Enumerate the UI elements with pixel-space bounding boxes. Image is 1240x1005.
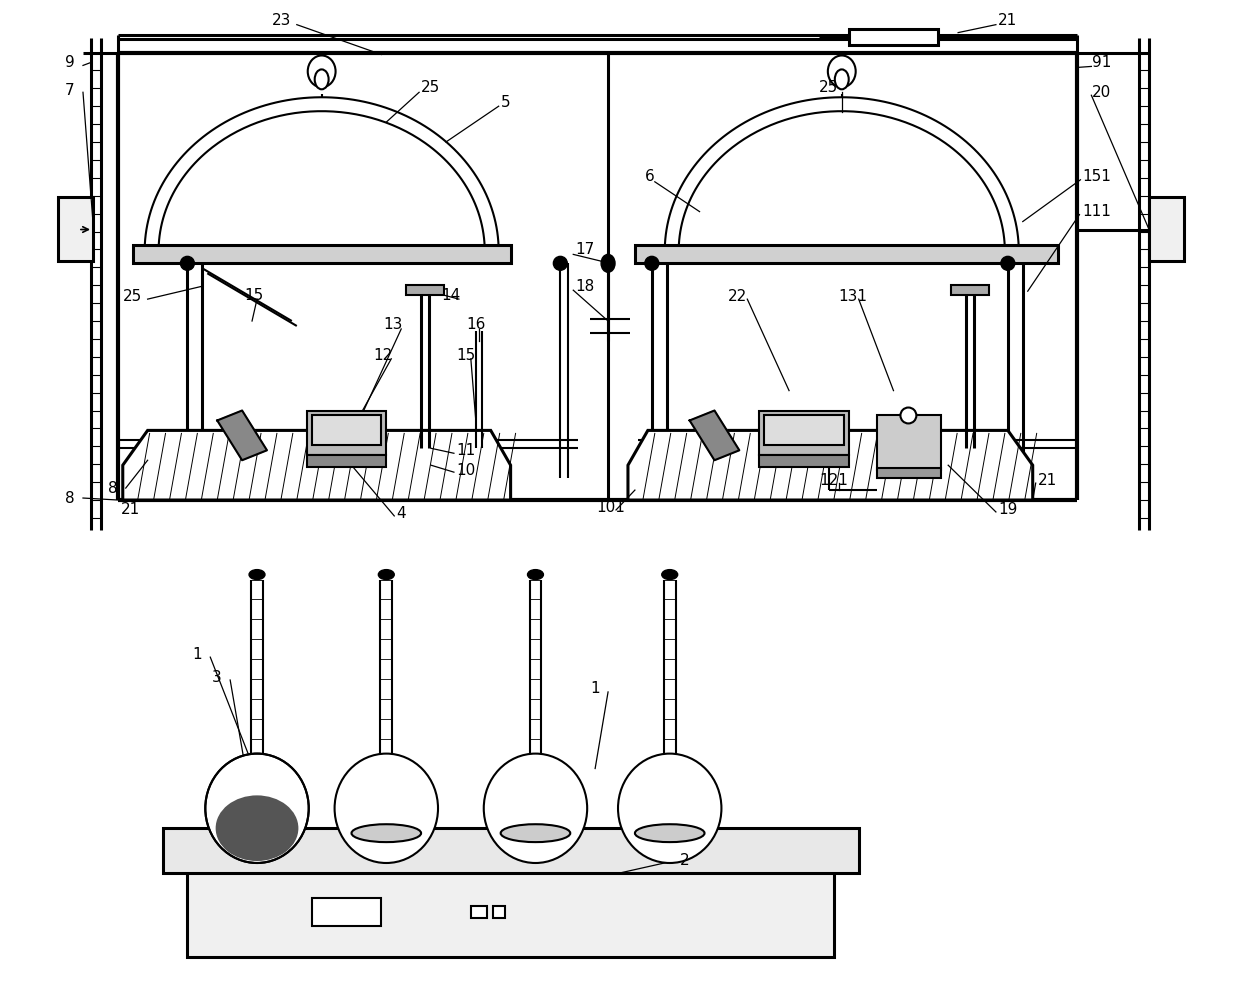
Bar: [848, 28, 939, 44]
Ellipse shape: [835, 69, 848, 89]
Text: 21: 21: [998, 13, 1017, 28]
Text: 6: 6: [645, 169, 655, 184]
Text: 15: 15: [456, 349, 475, 364]
Text: 16: 16: [466, 318, 485, 333]
Bar: [764, 415, 843, 445]
Ellipse shape: [484, 754, 588, 863]
Bar: [187, 868, 833, 958]
Ellipse shape: [430, 900, 451, 923]
Bar: [311, 897, 382, 926]
Text: 17: 17: [575, 242, 594, 257]
Polygon shape: [123, 430, 511, 500]
Bar: [1149, 197, 1184, 261]
Ellipse shape: [635, 824, 704, 842]
Text: 15: 15: [244, 287, 263, 303]
Text: 23: 23: [272, 13, 291, 28]
Ellipse shape: [378, 570, 394, 580]
Text: 1: 1: [192, 646, 202, 661]
Text: 10: 10: [456, 462, 475, 477]
Ellipse shape: [315, 69, 329, 89]
Bar: [492, 906, 505, 918]
Text: 101: 101: [596, 500, 625, 516]
Ellipse shape: [436, 907, 446, 917]
Polygon shape: [627, 430, 1033, 500]
Text: 13: 13: [383, 318, 403, 333]
Bar: [306, 410, 387, 455]
Text: 7: 7: [64, 82, 74, 97]
Bar: [407, 285, 444, 295]
Bar: [951, 285, 990, 295]
Polygon shape: [627, 430, 1033, 500]
Bar: [635, 245, 1058, 263]
Text: 4: 4: [397, 507, 405, 522]
Text: 12: 12: [373, 349, 393, 364]
Text: 111: 111: [1083, 204, 1111, 219]
Text: 22: 22: [728, 288, 746, 304]
Ellipse shape: [335, 754, 438, 863]
Text: 25: 25: [123, 288, 143, 304]
Ellipse shape: [181, 256, 195, 270]
Text: 8: 8: [108, 480, 118, 495]
Ellipse shape: [553, 256, 567, 270]
Text: 8: 8: [64, 490, 74, 506]
Bar: [471, 906, 487, 918]
Bar: [58, 197, 93, 261]
Polygon shape: [123, 430, 511, 500]
Text: 25: 25: [818, 79, 838, 94]
Ellipse shape: [618, 754, 722, 863]
Bar: [311, 415, 382, 445]
Ellipse shape: [501, 824, 570, 842]
Text: 5: 5: [501, 94, 511, 110]
Text: 20: 20: [1092, 84, 1111, 99]
Polygon shape: [689, 410, 739, 460]
Text: 2: 2: [680, 852, 689, 867]
Ellipse shape: [206, 754, 309, 863]
Text: 9: 9: [64, 55, 74, 70]
Text: 21: 21: [1038, 472, 1056, 487]
Ellipse shape: [308, 55, 336, 87]
Ellipse shape: [601, 254, 615, 272]
Ellipse shape: [900, 408, 916, 423]
Bar: [877, 468, 941, 478]
Ellipse shape: [828, 55, 856, 87]
Text: 3: 3: [212, 669, 222, 684]
Text: 14: 14: [441, 287, 460, 303]
Ellipse shape: [1001, 256, 1014, 270]
Text: 21: 21: [120, 502, 140, 518]
Text: 151: 151: [1083, 169, 1111, 184]
Polygon shape: [217, 410, 267, 460]
Ellipse shape: [351, 824, 422, 842]
Bar: [877, 415, 941, 470]
Bar: [133, 245, 511, 263]
Text: 18: 18: [575, 278, 594, 293]
Text: 25: 25: [422, 79, 440, 94]
Text: 121: 121: [818, 472, 848, 487]
Text: 91: 91: [1092, 55, 1112, 70]
Ellipse shape: [645, 256, 658, 270]
Bar: [759, 410, 848, 455]
Text: 19: 19: [998, 502, 1017, 518]
Ellipse shape: [662, 570, 678, 580]
Ellipse shape: [249, 570, 265, 580]
Bar: [759, 455, 848, 467]
Bar: [162, 828, 858, 873]
Text: 131: 131: [838, 288, 868, 304]
Ellipse shape: [527, 570, 543, 580]
Text: 1: 1: [590, 681, 600, 696]
Bar: [306, 455, 387, 467]
Text: 11: 11: [456, 443, 475, 458]
Ellipse shape: [222, 824, 291, 842]
Ellipse shape: [216, 795, 299, 861]
